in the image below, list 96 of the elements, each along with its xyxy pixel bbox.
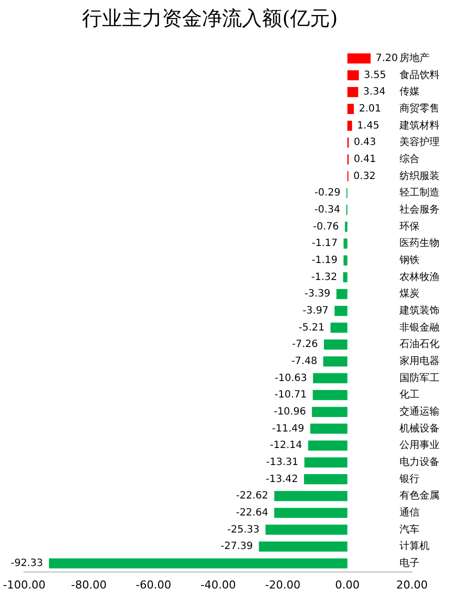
bar [347,120,352,131]
bar [324,340,348,350]
data-label: -1.32 [311,272,338,283]
data-label: 7.20 [376,53,398,64]
x-tick-label: -100.00 [2,578,46,592]
y-tick-label: 综合 [399,153,420,166]
data-label: -22.64 [236,507,268,518]
x-tick-label: -60.00 [136,578,172,592]
bar [347,104,354,114]
data-label: 0.43 [354,137,376,148]
data-label: -0.29 [314,188,340,199]
y-tick-label: 有色金属 [399,490,440,502]
bar [336,289,348,300]
y-tick-label: 通信 [399,506,420,518]
data-label: 0.41 [354,154,376,166]
bar [347,87,358,98]
y-tick-label: 石油石化 [399,338,440,350]
data-label: -11.49 [272,423,304,434]
bar [308,440,348,451]
data-label: 3.55 [364,70,386,81]
y-tick-label: 化工 [399,388,420,401]
data-label: 0.32 [353,170,376,182]
bar [274,508,348,518]
bar [274,491,348,502]
data-label: -25.33 [227,524,260,536]
bar [334,306,348,316]
data-label: -0.34 [314,204,340,216]
y-tick-label: 计算机 [399,540,430,552]
y-tick-label: 美容护理 [399,136,440,148]
bar [310,424,348,434]
x-tick-label: -80.00 [71,578,107,592]
bar [304,457,348,468]
y-tick-label: 建筑材料 [398,119,440,132]
bar [304,474,348,484]
data-label: -3.39 [304,288,330,300]
y-tick-label: 家用电器 [399,354,440,367]
x-tick-label: -20.00 [265,578,300,592]
bar [258,542,348,552]
y-tick-label: 环保 [399,221,420,232]
data-label: -10.96 [274,406,306,418]
bar [313,373,348,384]
data-label: -5.21 [298,322,325,334]
y-tick-label: 煤炭 [399,288,420,300]
chart-title: 行业主力资金净流入额(亿元) [82,6,338,30]
y-tick-label: 纺织服装 [399,170,440,182]
y-tick-label: 食品饮料 [399,68,440,81]
y-tick-label: 非银金融 [399,321,440,334]
y-tick-label: 商贸零售 [399,102,440,115]
bar [49,558,348,568]
data-label: 2.01 [358,104,382,115]
bar [347,53,371,64]
y-tick-label: 房地产 [399,52,430,64]
data-label: -22.62 [236,490,268,502]
data-label: -92.33 [10,558,44,569]
y-tick-label: 社会服务 [399,204,440,216]
data-label: -10.71 [274,390,307,401]
bar [344,255,348,266]
data-label: -27.39 [220,541,253,552]
bar [312,406,348,417]
x-tick-label: -40.00 [200,578,236,592]
y-tick-label: 电子 [399,556,420,569]
y-tick-label: 交通运输 [399,405,440,418]
y-tick-label: 农林牧渔 [399,270,440,283]
data-label: -1.17 [312,238,338,250]
data-label: -3.97 [302,305,329,316]
x-tick-label: 20.00 [396,578,428,592]
data-label: -12.14 [270,440,302,452]
y-tick-label: 银行 [398,474,420,485]
data-label: -0.76 [313,221,339,232]
data-label: 1.45 [357,120,380,132]
bar [347,70,359,80]
data-label: -13.42 [266,474,298,485]
y-tick-label: 钢铁 [398,254,420,266]
bar [343,272,348,282]
data-label: -13.31 [266,456,298,468]
bar [344,222,348,232]
y-tick-label: 国防军工 [399,372,440,384]
y-tick-label: 电力设备 [399,456,440,468]
y-tick-label: 轻工制造 [399,186,440,199]
data-label: -7.48 [291,356,318,367]
y-tick-label: 机械设备 [399,422,440,434]
y-tick-label: 公用事业 [399,439,440,452]
data-label: -1.19 [312,254,338,266]
bar [312,390,348,400]
x-tick-label: 0.00 [335,578,360,592]
y-tick-label: 医药生物 [399,237,440,250]
bar [266,524,348,535]
data-label: -7.26 [292,339,318,350]
y-tick-label: 汽车 [399,523,420,536]
data-label: -10.63 [274,372,308,384]
y-tick-label: 传媒 [399,86,420,98]
bar [323,356,348,366]
bar [330,322,348,333]
y-tick-label: 建筑装饰 [398,304,440,316]
bar [344,238,348,249]
data-label: 3.34 [363,86,386,98]
